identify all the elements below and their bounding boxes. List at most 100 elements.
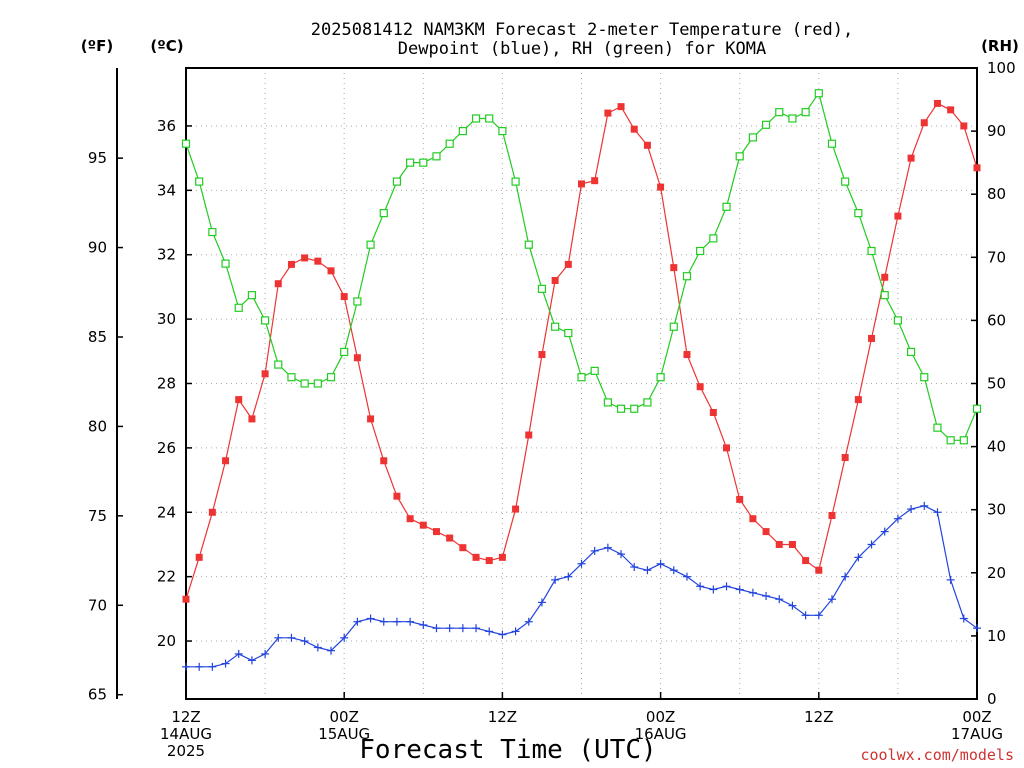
dewpoint-point xyxy=(300,637,309,646)
rh-point xyxy=(366,240,375,249)
dewpoint-point xyxy=(748,588,757,597)
temperature-point xyxy=(841,454,849,462)
rh-point xyxy=(379,209,388,218)
temperature-point xyxy=(182,595,190,603)
temperature-point xyxy=(815,566,823,574)
temperature-point xyxy=(498,553,506,561)
dewpoint-point xyxy=(590,546,599,555)
x-tick-label: 15AUG xyxy=(318,725,370,743)
temperature-point xyxy=(868,334,876,342)
temperature-point xyxy=(973,164,981,172)
grid-lines xyxy=(186,68,977,699)
temperature-point xyxy=(367,415,375,423)
temperature-point xyxy=(947,106,955,114)
dewpoint-point xyxy=(630,563,639,572)
rh-point xyxy=(735,152,744,161)
rh-point xyxy=(445,139,454,148)
rh-point xyxy=(814,89,823,98)
fahrenheit-tick-label: 65 xyxy=(88,686,107,704)
dewpoint-point xyxy=(656,559,665,568)
dewpoint-point xyxy=(234,649,243,658)
temperature-point xyxy=(340,293,348,301)
dewpoint-point xyxy=(973,624,981,633)
temperature-point xyxy=(683,351,691,359)
temperature-point xyxy=(762,528,770,536)
dewpoint-point xyxy=(419,620,428,629)
temperature-point xyxy=(314,257,322,265)
fahrenheit-tick-label: 80 xyxy=(88,417,107,435)
dewpoint-point xyxy=(682,572,691,581)
rh-point xyxy=(551,322,560,331)
celsius-tick-label: 20 xyxy=(157,632,176,650)
fahrenheit-tick-label: 85 xyxy=(88,328,107,346)
dewpoint-point xyxy=(814,611,823,620)
rh-tick-label: 60 xyxy=(987,311,1006,329)
dewpoint-point xyxy=(827,595,836,604)
temperature-point xyxy=(854,396,862,404)
temperature-point xyxy=(933,99,941,107)
rh-point xyxy=(313,379,322,388)
x-tick-label: 12Z xyxy=(171,708,200,726)
rh-point xyxy=(972,404,982,413)
temperature-point xyxy=(287,260,295,268)
temperature-point xyxy=(551,276,559,284)
rh-point xyxy=(920,373,929,382)
temperature-point xyxy=(432,528,440,536)
rh-point xyxy=(933,423,942,432)
chart-title-line-1: 2025081412 NAM3KM Forecast 2-meter Tempe… xyxy=(311,20,853,40)
rh-tick-label: 0 xyxy=(987,690,997,708)
dewpoint-point xyxy=(485,627,494,636)
dewpoint-point xyxy=(959,614,968,623)
dewpoint-point xyxy=(762,591,771,600)
temperature-point xyxy=(327,267,335,275)
dewpoint-point xyxy=(617,550,626,559)
dewpoint-point xyxy=(208,662,217,671)
temperature-point xyxy=(274,280,282,288)
dewpoint-point xyxy=(920,501,929,510)
rh-point xyxy=(880,291,889,300)
rh-point xyxy=(603,398,612,407)
temperature-point xyxy=(894,212,902,220)
temperature-point xyxy=(657,183,665,191)
x-tick-label: 00Z xyxy=(330,708,359,726)
temperature-point xyxy=(261,370,269,378)
rh-point xyxy=(261,316,270,325)
dewpoint-point xyxy=(392,617,401,626)
rh-point xyxy=(340,347,349,357)
dewpoint-point xyxy=(696,582,705,591)
temperature-point xyxy=(208,508,216,516)
tick-labels: 65 70 75 80 85 90 95 20 22 24 26 28 30 32 34 36 0 10 20 30 4… xyxy=(88,59,1016,760)
temperature-point xyxy=(353,354,361,362)
rh-point xyxy=(906,347,916,357)
rh-point xyxy=(630,404,639,413)
rh-point xyxy=(761,120,771,129)
axes xyxy=(116,67,978,700)
dewpoint-point xyxy=(933,508,942,517)
dewpoint-point xyxy=(551,575,560,584)
rh-point xyxy=(392,177,402,186)
rh-point xyxy=(775,108,784,117)
rh-point xyxy=(287,373,296,382)
fahrenheit-unit-label: (ºF) xyxy=(81,37,113,55)
rh-point xyxy=(788,114,797,123)
rh-point xyxy=(300,379,309,388)
chart-title-line-2: Dewpoint (blue), RH (green) for KOMA xyxy=(398,39,766,59)
rh-point xyxy=(656,373,665,382)
dewpoint-point xyxy=(261,649,270,658)
rh-tick-label: 30 xyxy=(987,501,1006,519)
temperature-point xyxy=(380,457,388,465)
rh-point xyxy=(208,227,217,237)
rh-point xyxy=(564,328,573,338)
temperature-point xyxy=(578,180,585,188)
celsius-tick-label: 30 xyxy=(157,310,176,328)
rh-tick-label: 40 xyxy=(987,438,1006,456)
rh-point xyxy=(221,259,230,268)
series-layer xyxy=(181,89,982,671)
rh-point xyxy=(801,108,810,117)
temperature-point xyxy=(538,351,546,359)
fahrenheit-tick-label: 95 xyxy=(88,149,107,167)
dewpoint-point xyxy=(577,559,586,568)
rh-tick-label: 20 xyxy=(987,564,1006,582)
rh-point xyxy=(669,322,678,331)
dewpoint-point xyxy=(709,585,718,594)
